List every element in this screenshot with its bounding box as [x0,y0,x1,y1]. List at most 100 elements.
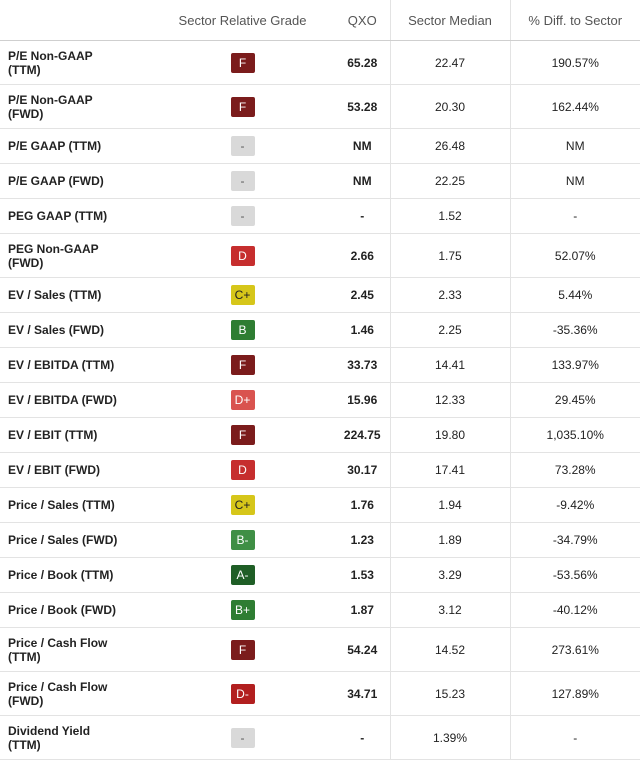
sector-median-value: 20.30 [389,84,510,129]
table-row: P/E Non-GAAP (FWD) F 53.28 20.30 162.44% [0,84,640,129]
table-row: EV / EBITDA (TTM) F 33.73 14.41 133.97% [0,347,640,383]
table-row: EV / EBIT (TTM) F 224.75 19.80 1,035.10% [0,417,640,453]
grade-cell: - [150,715,335,760]
diff-value: 190.57% [509,40,640,85]
sector-median-value: 2.25 [389,312,510,348]
header-metric [0,0,150,41]
metric-label: P/E Non-GAAP (FWD) [0,84,150,129]
grade-cell: D+ [150,382,335,418]
metric-label: EV / EBITDA (TTM) [0,347,150,383]
sector-median-value: 1.39% [389,715,510,760]
sector-median-value: 26.48 [389,128,510,164]
grade-cell: B- [150,522,335,558]
metric-label: EV / Sales (FWD) [0,312,150,348]
sector-median-value: 1.52 [389,198,510,234]
table-row: EV / Sales (TTM) C+ 2.45 2.33 5.44% [0,277,640,313]
sector-median-value: 15.23 [389,671,510,716]
header-median: Sector Median [389,0,510,41]
table-row: P/E Non-GAAP (TTM) F 65.28 22.47 190.57% [0,40,640,85]
diff-value: NM [509,128,640,164]
table-row: Dividend Yield (TTM) - -1.39% - [0,715,640,760]
qxo-value: NM [335,128,390,164]
grade-cell: D [150,452,335,488]
qxo-value: 1.53 [335,557,390,593]
header-ticker: QXO [335,0,390,41]
metric-label: Price / Cash Flow (FWD) [0,671,150,716]
grade-badge: B+ [230,600,255,620]
qxo-value: - [335,198,390,234]
metric-label: Dividend Yield (TTM) [0,715,150,760]
grade-badge: C+ [230,495,255,515]
diff-value: NM [509,163,640,199]
diff-value: -40.12% [509,592,640,628]
sector-median-value: 17.41 [389,452,510,488]
sector-median-value: 3.29 [389,557,510,593]
metric-label: EV / EBITDA (FWD) [0,382,150,418]
metric-label: P/E GAAP (TTM) [0,128,150,164]
grade-cell: F [150,347,335,383]
metric-label: EV / EBIT (TTM) [0,417,150,453]
grade-badge: F [230,639,255,660]
table-row: Price / Book (TTM) A- 1.53 3.29 -53.56% [0,557,640,593]
qxo-value: 65.28 [335,40,390,85]
qxo-value: NM [335,163,390,199]
sector-median-value: 14.52 [389,627,510,672]
sector-median-value: 14.41 [389,347,510,383]
grade-cell: B+ [150,592,335,628]
grade-cell: C+ [150,487,335,523]
diff-value: 73.28% [509,452,640,488]
diff-value: -34.79% [509,522,640,558]
diff-value: - [509,198,640,234]
grade-cell: A- [150,557,335,593]
qxo-value: 1.76 [335,487,390,523]
qxo-value: 2.45 [335,277,390,313]
grade-badge: F [230,52,255,73]
qxo-value: 1.23 [335,522,390,558]
metric-label: P/E Non-GAAP (TTM) [0,40,150,85]
table-body: P/E Non-GAAP (TTM) F 65.28 22.47 190.57% P/E … [0,40,640,760]
qxo-value: 53.28 [335,84,390,129]
diff-value: 162.44% [509,84,640,129]
grade-badge: D [230,245,255,266]
metric-label: Price / Book (TTM) [0,557,150,593]
diff-value: 52.07% [509,233,640,278]
diff-value: 5.44% [509,277,640,313]
sector-median-value: 1.75 [389,233,510,278]
table-row: Price / Book (FWD) B+ 1.87 3.12 -40.12% [0,592,640,628]
sector-median-value: 22.47 [389,40,510,85]
table-row: Price / Cash Flow (TTM) F 54.24 14.52 273.61… [0,627,640,672]
sector-median-value: 22.25 [389,163,510,199]
table-row: PEG Non-GAAP (FWD) D 2.66 1.75 52.07% [0,233,640,278]
table-row: EV / Sales (FWD) B 1.46 2.25 -35.36% [0,312,640,348]
grade-badge: - [230,136,255,156]
sector-median-value: 1.94 [389,487,510,523]
table-row: EV / EBITDA (FWD) D+ 15.96 12.33 29.45% [0,382,640,418]
metric-label: Price / Cash Flow (TTM) [0,627,150,672]
grade-cell: F [150,84,335,129]
diff-value: -53.56% [509,557,640,593]
qxo-value: 34.71 [335,671,390,716]
diff-value: 1,035.10% [509,417,640,453]
diff-value: - [509,715,640,760]
grade-badge: F [230,96,255,117]
metric-label: Price / Book (FWD) [0,592,150,628]
diff-value: -9.42% [509,487,640,523]
grade-cell: F [150,627,335,672]
diff-value: 133.97% [509,347,640,383]
metric-label: Price / Sales (TTM) [0,487,150,523]
grade-badge: D [230,460,255,480]
grade-cell: C+ [150,277,335,313]
grade-badge: B [230,320,255,340]
grade-badge: - [230,206,255,226]
diff-value: -35.36% [509,312,640,348]
grade-cell: D [150,233,335,278]
grade-cell: - [150,128,335,164]
grade-badge: - [230,171,255,191]
grade-cell: - [150,163,335,199]
metric-label: Price / Sales (FWD) [0,522,150,558]
grade-cell: F [150,417,335,453]
qxo-value: 15.96 [335,382,390,418]
metric-label: PEG Non-GAAP (FWD) [0,233,150,278]
grade-cell: F [150,40,335,85]
qxo-value: - [335,715,390,760]
